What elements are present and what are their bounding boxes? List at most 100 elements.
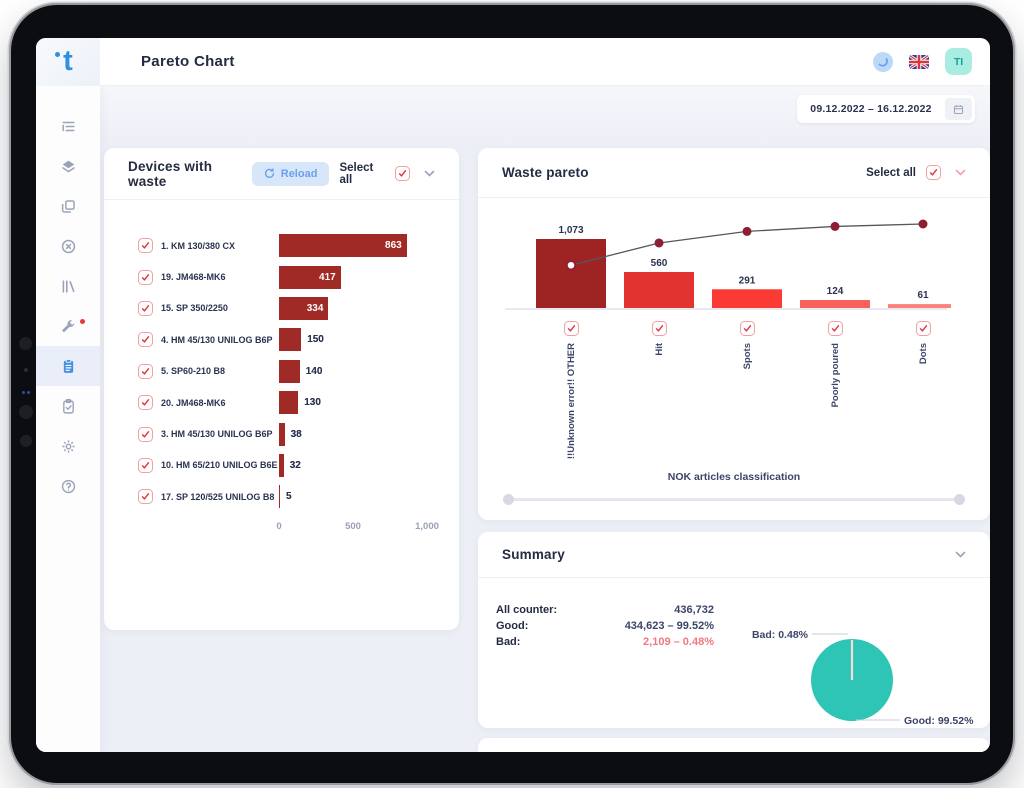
summary-body: All counter: 436,732 Good: 434,623 – 99.52%…: [478, 578, 990, 728]
pareto-collapse-chevron-icon[interactable]: [955, 169, 966, 176]
pareto-category-checkbox[interactable]: [563, 321, 579, 336]
svg-text:Good: 99.52%: Good: 99.52%: [904, 715, 974, 727]
pareto-category-checkbox[interactable]: [827, 321, 843, 336]
device-label: 5. SP60-210 B8: [161, 366, 226, 377]
device-checkbox[interactable]: [138, 457, 153, 473]
device-checkbox[interactable]: [138, 269, 153, 285]
devices-select-all-label: Select all: [339, 161, 374, 186]
device-checkbox[interactable]: [138, 238, 153, 254]
date-row: 09.12.2022 – 16.12.2022: [104, 95, 975, 123]
sidebar-item-help[interactable]: [36, 466, 100, 506]
device-label: 10. HM 65/210 UNILOG B6E: [161, 460, 278, 471]
pareto-category-checkbox[interactable]: [651, 321, 667, 336]
sidebar-item-layers[interactable]: [36, 146, 100, 186]
device-bar-value: 140: [305, 365, 323, 377]
devices-panel-header: Devices with waste Reload Select all: [104, 148, 459, 200]
device-bar-value: 38: [290, 428, 302, 440]
device-bar-zone: 863: [279, 234, 459, 258]
device-bar: 150: [279, 328, 324, 352]
reload-button[interactable]: Reload: [251, 161, 330, 186]
x-axis-tick: 500: [345, 520, 361, 532]
device-bar-zone: 140 140: [279, 359, 459, 383]
pareto-select-all-checkbox[interactable]: [926, 165, 941, 180]
sidebar-item-windows-copy[interactable]: [36, 186, 100, 226]
avatar[interactable]: TI: [945, 48, 972, 75]
sidebar-item-gear[interactable]: [36, 426, 100, 466]
slider-handle-left[interactable]: [503, 493, 514, 505]
device-bar: 863: [279, 234, 407, 258]
check-icon: [141, 367, 150, 375]
sidebar-item-clipboard-check[interactable]: [36, 386, 100, 426]
sidebar-item-wrench[interactable]: [36, 306, 100, 346]
device-bar: 32: [279, 453, 301, 477]
summary-collapse-chevron-icon[interactable]: [955, 551, 966, 558]
check-icon: [141, 273, 150, 281]
theme-icon[interactable]: [873, 51, 893, 72]
sidebar: [36, 86, 100, 752]
device-bar-zone: 150 150: [279, 328, 459, 352]
check-icon: [398, 170, 407, 177]
device-checkbox[interactable]: [138, 300, 153, 316]
slider-track: [507, 498, 961, 501]
pareto-chart: 1,073 560 291 124 61 !!Unknown error!! OTHER…: [478, 198, 990, 505]
devices-collapse-chevron-icon[interactable]: [424, 170, 435, 177]
sidebar-item-library[interactable]: [36, 266, 100, 306]
device-label: 4. HM 45/130 UNILOG B6P: [161, 334, 273, 345]
sidebar-item-close-circle[interactable]: [36, 226, 100, 266]
devices-select-all-checkbox[interactable]: [395, 166, 410, 181]
notification-dot: [80, 319, 85, 324]
device-bar-value: 334: [306, 302, 324, 314]
device-checkbox[interactable]: [138, 363, 153, 379]
tree-list-icon: [61, 121, 75, 131]
device-label: 1. KM 130/380 CX: [161, 240, 236, 251]
device-checkbox[interactable]: [138, 332, 153, 348]
device-row: 10. HM 65/210 UNILOG B6E 32 32: [104, 450, 459, 481]
date-range-picker[interactable]: 09.12.2022 – 16.12.2022: [797, 95, 975, 123]
device-row: 3. HM 45/130 UNILOG B6P 38 38: [104, 418, 459, 449]
devices-panel-title: Devices with waste: [128, 158, 213, 189]
pareto-range-slider: [503, 493, 965, 505]
pareto-category-label: !!Unknown error!! OTHER: [565, 343, 577, 460]
device-checkbox[interactable]: [138, 426, 153, 442]
tablet-camera: [20, 435, 32, 447]
logo-t-icon: t: [55, 45, 73, 77]
sidebar-item-clipboard[interactable]: [36, 346, 100, 386]
devices-rows: 1. KM 130/380 CX 863 19. JM468-MK6 417 15. S…: [104, 230, 459, 513]
sidebar-item-tree-list[interactable]: [36, 106, 100, 146]
device-checkbox[interactable]: [138, 489, 153, 505]
windows-copy-icon: [61, 199, 75, 213]
device-checkbox[interactable]: [138, 395, 153, 411]
device-label: 19. JM468-MK6: [161, 272, 226, 283]
pareto-category-checkbox[interactable]: [915, 321, 931, 336]
device-row: 5. SP60-210 B8 140 140: [104, 356, 459, 387]
pareto-category: Dots: [879, 321, 967, 471]
app-screen: t Pareto Chart TI 09.12.2022 – 16.12.202…: [36, 38, 990, 752]
check-icon: [141, 336, 150, 343]
x-axis-tick: 1,000: [415, 520, 439, 532]
device-row: 1. KM 130/380 CX 863: [104, 230, 459, 261]
device-bar: 5: [279, 485, 292, 509]
summary-pie-chart: Bad: 0.48% Good: 99.52%: [730, 590, 980, 728]
svg-text:560: 560: [651, 258, 668, 269]
check-icon: [141, 305, 150, 312]
uk-flag-icon[interactable]: [909, 54, 929, 69]
slider-handle-right[interactable]: [954, 493, 965, 505]
gear-icon: [61, 439, 75, 453]
main-content: 09.12.2022 – 16.12.2022 Devices with was…: [100, 86, 990, 752]
check-icon: [141, 242, 150, 249]
devices-with-waste-panel: Devices with waste Reload Select all: [104, 148, 459, 630]
check-icon: [655, 325, 663, 332]
check-icon: [831, 325, 839, 332]
page-title: Pareto Chart: [141, 53, 235, 70]
device-bar-value: 417: [319, 271, 336, 283]
calendar-icon[interactable]: [945, 98, 972, 120]
device-bar-value: 150: [307, 334, 324, 346]
device-bar-zone: 130 130: [279, 391, 459, 415]
pareto-category-checkbox[interactable]: [739, 321, 755, 336]
waste-pareto-panel: Waste pareto Select all: [478, 148, 990, 520]
tablet-camera: [19, 337, 32, 350]
device-bar-value: 32: [289, 459, 301, 471]
device-bar: 417: [279, 265, 341, 289]
app-logo[interactable]: t: [36, 38, 100, 86]
device-bar-zone: 417: [279, 265, 459, 289]
